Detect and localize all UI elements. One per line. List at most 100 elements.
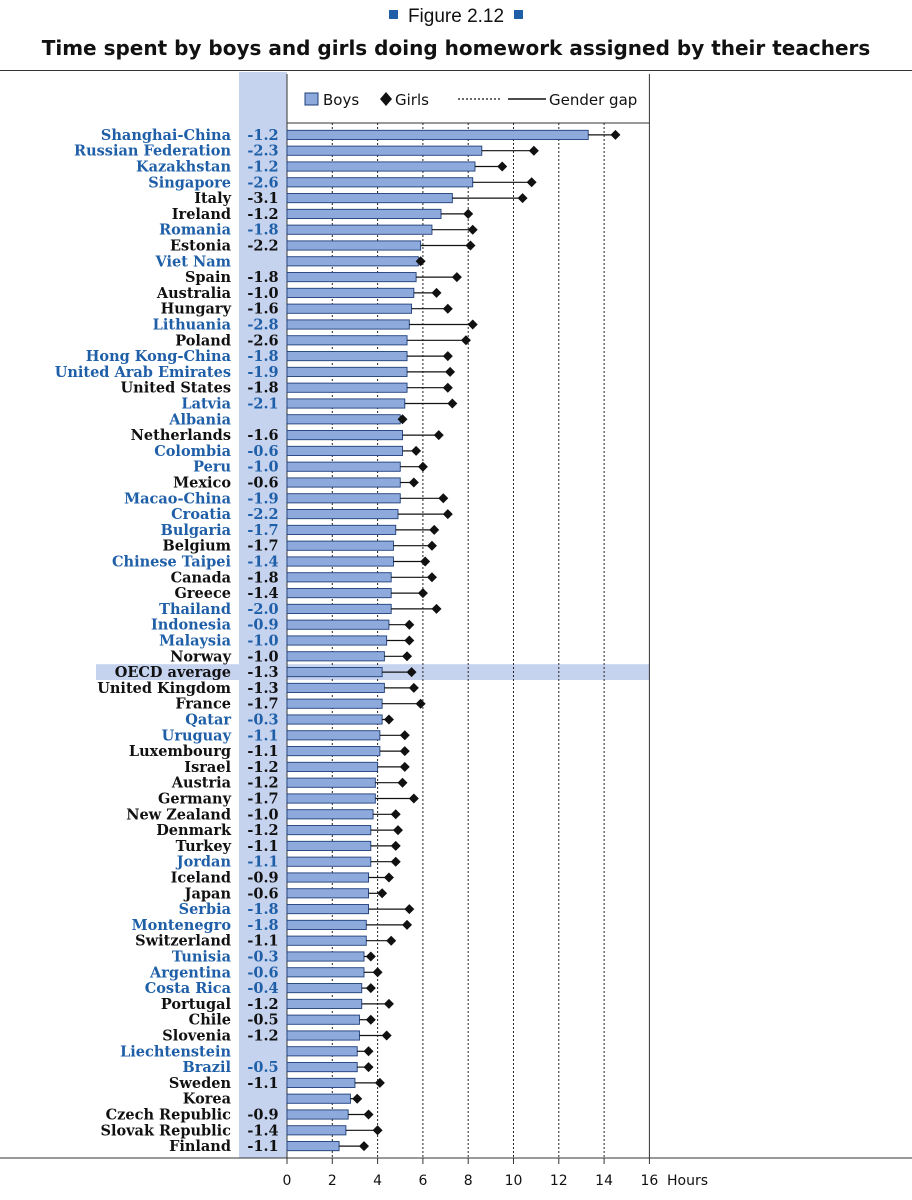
girls-marker (390, 840, 401, 851)
girls-marker (363, 1062, 374, 1073)
boys-bar (286, 619, 390, 630)
country-label: OECD average (115, 664, 231, 681)
gender-gap-value: -1.4 (247, 585, 278, 602)
country-label: Thailand (159, 601, 231, 618)
x-tick-label: 2 (328, 1173, 337, 1189)
girls-marker (442, 303, 453, 314)
country-label: Hungary (161, 301, 232, 318)
girls-marker (438, 493, 449, 504)
country-label: Tunisia (172, 949, 232, 966)
gender-gap-value: -1.2 (247, 996, 278, 1013)
country-label: Albania (168, 411, 231, 428)
square-bullet-icon (388, 10, 398, 20)
boys-bar (286, 319, 410, 330)
country-label: Belgium (162, 538, 231, 555)
boys-bar (286, 809, 374, 820)
boys-bar (286, 651, 385, 662)
country-label: Slovak Republic (100, 1122, 231, 1139)
boys-bar (286, 1141, 340, 1152)
boys-bar (286, 1125, 347, 1136)
country-label: Russian Federation (74, 143, 231, 160)
x-tick-label: 10 (505, 1173, 523, 1189)
country-label: Israel (184, 759, 231, 776)
gender-gap-value: -0.3 (247, 949, 278, 966)
boys-bar (286, 351, 408, 362)
girls-marker (372, 967, 383, 978)
legend: Boys Girls Gender gap (304, 91, 637, 109)
girls-marker (426, 572, 437, 583)
legend-boys-swatch (304, 92, 319, 106)
figure-number: Figure 2.12 (407, 6, 505, 27)
country-label: Peru (193, 459, 231, 476)
girls-marker (517, 193, 528, 204)
gender-gap-value: -1.2 (247, 206, 278, 223)
girls-marker (408, 477, 419, 488)
gender-gap-value: -1.3 (247, 680, 278, 697)
x-tick-label: 8 (464, 1173, 473, 1189)
gender-gap-value: -1.7 (247, 538, 278, 555)
x-axis-label: Hours (667, 1173, 708, 1189)
girls-marker (406, 667, 417, 678)
gender-gap-value: -1.6 (247, 427, 278, 444)
gender-gap-value: -2.2 (247, 506, 278, 523)
country-label: Ireland (172, 206, 231, 223)
girls-marker (417, 588, 428, 599)
boys-bar (286, 998, 363, 1009)
boys-bar (286, 414, 401, 425)
gender-gap-value: -2.3 (247, 143, 278, 160)
boys-bar (286, 825, 372, 836)
gender-gap-value: -1.1 (247, 727, 278, 744)
country-label: Kazakhstan (136, 159, 231, 176)
country-label: Netherlands (131, 427, 231, 444)
boys-bar (286, 1093, 351, 1104)
gender-gap-value: -1.9 (247, 364, 278, 381)
gender-gap-value: -1.1 (247, 1075, 278, 1092)
boys-bar (286, 588, 392, 599)
gender-gap-value: -2.0 (247, 601, 278, 618)
girls-marker (365, 1014, 376, 1025)
girls-marker (417, 461, 428, 472)
country-label: Poland (175, 332, 231, 349)
boys-bar (286, 761, 379, 772)
gender-gap-value: -1.6 (247, 301, 278, 318)
girls-marker (426, 540, 437, 551)
country-label: Luxembourg (129, 743, 231, 760)
gender-gap-value: -1.1 (247, 1138, 278, 1155)
country-label: Brazil (182, 1059, 231, 1076)
girls-marker (383, 714, 394, 725)
gender-gap-value: -2.2 (247, 238, 278, 255)
gender-gap-value: -1.0 (247, 806, 278, 823)
country-label: United States (121, 380, 231, 397)
gender-gap-value: -0.5 (247, 1059, 278, 1076)
boys-bar (286, 382, 408, 393)
girls-marker (528, 145, 539, 156)
boys-bar (286, 1030, 360, 1041)
country-label: Turkey (176, 838, 232, 855)
gender-gap-value: -1.1 (247, 933, 278, 950)
country-label: Shanghai-China (101, 127, 232, 144)
boys-bar (286, 556, 394, 567)
gender-gap-value: -1.8 (247, 901, 278, 918)
country-label: Australia (156, 285, 232, 302)
girls-marker (433, 430, 444, 441)
gender-gap-column (239, 72, 287, 1158)
gender-gap-value: -1.2 (247, 775, 278, 792)
legend-gap-label: Gender gap (549, 91, 637, 109)
boys-bar (286, 1062, 358, 1073)
country-label: Singapore (148, 174, 231, 191)
gender-gap-value: -1.7 (247, 791, 278, 808)
gender-gap-value: -2.6 (247, 332, 278, 349)
boys-bar (286, 714, 383, 725)
gender-gap-value: -0.6 (247, 885, 278, 902)
gender-gap-value: -1.0 (247, 648, 278, 665)
girls-marker (526, 177, 537, 188)
girls-marker (497, 161, 508, 172)
boys-bar (286, 193, 453, 204)
gender-gap-value: -2.8 (247, 317, 278, 334)
x-tick-label: 4 (373, 1173, 382, 1189)
country-label: New Zealand (126, 806, 231, 823)
country-label: Montenegro (132, 917, 232, 934)
boys-bar (286, 872, 369, 883)
country-label: Greece (174, 585, 231, 602)
gender-gap-value: -1.8 (247, 222, 278, 239)
